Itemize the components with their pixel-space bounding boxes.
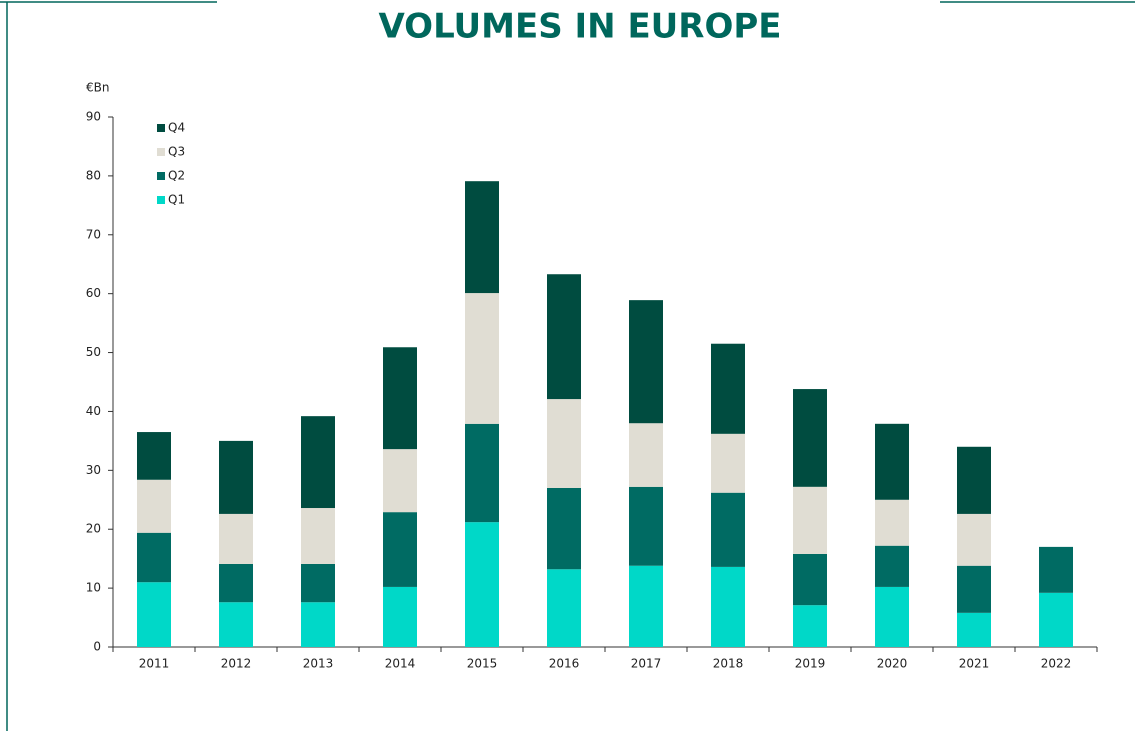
- bar-segment: [301, 416, 335, 509]
- bar-segment: [383, 347, 417, 450]
- bar-segment: [629, 486, 663, 566]
- chart-title: VOLUMES IN EUROPE: [378, 7, 781, 47]
- y-tick-label: 90: [86, 110, 101, 124]
- y-tick-label: 50: [86, 345, 101, 359]
- x-tick-label: 2014: [385, 657, 416, 671]
- bar-segment: [793, 486, 827, 554]
- x-tick-label: 2019: [795, 657, 826, 671]
- bar-segment: [793, 389, 827, 487]
- bar-segment: [465, 423, 499, 523]
- legend-swatch: [157, 124, 165, 132]
- bar-segment: [711, 343, 745, 434]
- x-tick-label: 2013: [303, 657, 334, 671]
- x-tick-label: 2011: [139, 657, 170, 671]
- bar-segment: [301, 508, 335, 564]
- y-tick-label: 70: [86, 227, 101, 241]
- bar-segment: [1039, 592, 1073, 647]
- x-tick-label: 2018: [713, 657, 744, 671]
- bar-segment: [875, 423, 909, 500]
- bar-segment: [301, 602, 335, 647]
- legend-swatch: [157, 196, 165, 204]
- bar-segment: [547, 399, 581, 488]
- y-tick-label: 30: [86, 463, 101, 477]
- bar-segment: [711, 492, 745, 567]
- bar-segment: [219, 440, 253, 514]
- bar-segment: [383, 586, 417, 647]
- y-axis-label: €Bn: [86, 81, 109, 95]
- x-tick-label: 2015: [467, 657, 498, 671]
- bar-segment: [383, 512, 417, 587]
- bar-segment: [383, 449, 417, 513]
- bar-segment: [219, 513, 253, 564]
- bar-segment: [465, 522, 499, 647]
- bar-segment: [137, 582, 171, 647]
- legend-label: Q3: [168, 145, 185, 159]
- bar-segment: [1039, 546, 1073, 593]
- bar-segment: [547, 569, 581, 647]
- bar-segment: [137, 479, 171, 533]
- bar-segment: [793, 605, 827, 647]
- x-tick-label: 2021: [959, 657, 990, 671]
- bar-segment: [547, 274, 581, 400]
- x-tick-label: 2012: [221, 657, 252, 671]
- bar-segment: [875, 545, 909, 587]
- bar-segment: [137, 532, 171, 583]
- bar-segment: [465, 293, 499, 424]
- bar-segment: [957, 446, 991, 514]
- bar-segment: [137, 432, 171, 480]
- bar-segment: [629, 423, 663, 487]
- bar-segment: [875, 586, 909, 647]
- legend-label: Q4: [168, 121, 185, 135]
- legend-swatch: [157, 172, 165, 180]
- bar-segment: [711, 566, 745, 647]
- y-tick-label: 80: [86, 168, 101, 182]
- bar-segment: [793, 553, 827, 606]
- legend-label: Q2: [168, 169, 185, 183]
- bar-segment: [219, 563, 253, 603]
- x-tick-label: 2020: [877, 657, 908, 671]
- bar-segment: [957, 612, 991, 647]
- bar-segment: [629, 300, 663, 424]
- bar-segment: [547, 488, 581, 570]
- x-tick-label: 2017: [631, 657, 662, 671]
- legend-swatch: [157, 148, 165, 156]
- bar-segment: [875, 499, 909, 546]
- bar-segment: [219, 602, 253, 647]
- legend-label: Q1: [168, 193, 185, 207]
- x-tick-label: 2022: [1041, 657, 1072, 671]
- bar-segment: [957, 565, 991, 613]
- bar-segment: [711, 433, 745, 493]
- bar-segment: [629, 565, 663, 647]
- x-tick-label: 2016: [549, 657, 580, 671]
- y-tick-label: 60: [86, 286, 101, 300]
- bar-segment: [301, 563, 335, 603]
- y-tick-label: 20: [86, 522, 101, 536]
- y-tick-label: 40: [86, 404, 101, 418]
- y-tick-label: 10: [86, 581, 101, 595]
- bar-segment: [957, 513, 991, 566]
- y-tick-label: 0: [93, 640, 101, 654]
- bar-segment: [465, 181, 499, 294]
